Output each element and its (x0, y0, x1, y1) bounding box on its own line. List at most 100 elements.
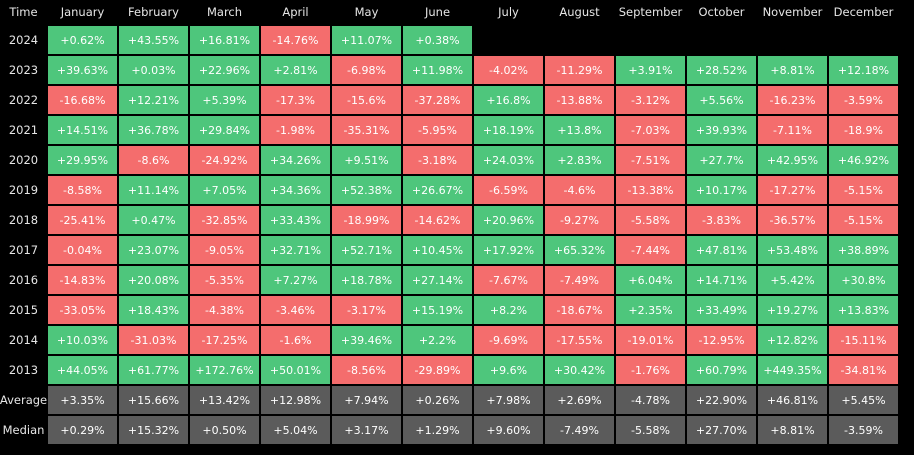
return-cell: -33.05% (48, 296, 117, 324)
return-cell: +8.81% (758, 416, 827, 444)
return-cell: +44.05% (48, 356, 117, 384)
return-cell: -3.83% (687, 206, 756, 234)
return-cell: -1.98% (261, 116, 330, 144)
return-cell: +15.19% (403, 296, 472, 324)
return-cell: -13.88% (545, 86, 614, 114)
return-cell: +61.77% (119, 356, 188, 384)
return-cell: -5.15% (829, 176, 898, 204)
return-cell: -3.18% (403, 146, 472, 174)
return-cell: -9.05% (190, 236, 259, 264)
return-cell: +23.07% (119, 236, 188, 264)
return-cell: -25.41% (48, 206, 117, 234)
column-header: September (618, 5, 683, 19)
return-cell: -0.04% (48, 236, 117, 264)
return-cell: -7.49% (545, 266, 614, 294)
return-cell: -24.92% (190, 146, 259, 174)
return-cell: +1.29% (403, 416, 472, 444)
return-cell: -36.57% (758, 206, 827, 234)
return-cell: +7.27% (261, 266, 330, 294)
return-cell: +13.8% (545, 116, 614, 144)
return-cell: +0.47% (119, 206, 188, 234)
return-cell: -4.02% (474, 56, 543, 84)
row-label: 2016 (8, 273, 39, 287)
return-cell: +7.05% (190, 176, 259, 204)
return-cell: -7.49% (545, 416, 614, 444)
return-cell: -8.6% (119, 146, 188, 174)
return-cell: +0.29% (48, 416, 117, 444)
return-cell: -14.62% (403, 206, 472, 234)
return-cell: +17.92% (474, 236, 543, 264)
return-cell: +9.51% (332, 146, 401, 174)
return-cell: +39.46% (332, 326, 401, 354)
return-cell: -13.38% (616, 176, 685, 204)
row-label: 2020 (8, 153, 39, 167)
return-cell: +14.51% (48, 116, 117, 144)
return-cell: +46.81% (758, 386, 827, 414)
return-cell: +20.96% (474, 206, 543, 234)
return-cell: -3.17% (332, 296, 401, 324)
return-cell: +33.49% (687, 296, 756, 324)
return-cell: +36.78% (119, 116, 188, 144)
return-cell: +28.52% (687, 56, 756, 84)
return-cell: +39.93% (687, 116, 756, 144)
return-cell: +2.35% (616, 296, 685, 324)
column-header: July (498, 5, 519, 19)
return-cell: +27.14% (403, 266, 472, 294)
return-cell: +20.08% (119, 266, 188, 294)
return-cell: -5.58% (616, 416, 685, 444)
return-cell: -29.89% (403, 356, 472, 384)
return-cell: +2.83% (545, 146, 614, 174)
return-cell: -6.59% (474, 176, 543, 204)
return-cell: -6.98% (332, 56, 401, 84)
return-cell: +5.39% (190, 86, 259, 114)
return-cell: -5.15% (829, 206, 898, 234)
return-cell: -8.58% (48, 176, 117, 204)
return-cell: -3.46% (261, 296, 330, 324)
return-cell: -7.44% (616, 236, 685, 264)
return-cell: -4.78% (616, 386, 685, 414)
row-label: 2022 (8, 93, 39, 107)
column-header: June (424, 5, 451, 19)
column-header: March (206, 5, 243, 19)
return-cell: +22.96% (190, 56, 259, 84)
return-cell: +53.48% (758, 236, 827, 264)
return-cell: +16.8% (474, 86, 543, 114)
return-cell: -17.3% (261, 86, 330, 114)
return-cell: +0.50% (190, 416, 259, 444)
column-header: November (762, 5, 823, 19)
return-cell: -3.59% (829, 416, 898, 444)
return-cell: +16.81% (190, 26, 259, 54)
return-cell: +34.36% (261, 176, 330, 204)
return-cell: +7.94% (332, 386, 401, 414)
row-label: Average (0, 393, 48, 407)
return-cell: +27.70% (687, 416, 756, 444)
return-cell: +26.67% (403, 176, 472, 204)
return-cell: -11.29% (545, 56, 614, 84)
column-header: August (559, 5, 600, 19)
return-cell: +5.56% (687, 86, 756, 114)
return-cell: -17.55% (545, 326, 614, 354)
return-cell: -5.35% (190, 266, 259, 294)
return-cell: +47.81% (687, 236, 756, 264)
return-cell: +2.2% (403, 326, 472, 354)
return-cell: +50.01% (261, 356, 330, 384)
return-cell: +11.98% (403, 56, 472, 84)
return-cell: +3.35% (48, 386, 117, 414)
return-cell: +29.95% (48, 146, 117, 174)
return-cell: +39.63% (48, 56, 117, 84)
return-cell: -31.03% (119, 326, 188, 354)
return-cell: -18.67% (545, 296, 614, 324)
return-cell: +13.42% (190, 386, 259, 414)
return-cell: +12.98% (261, 386, 330, 414)
return-cell: +2.81% (261, 56, 330, 84)
return-cell: -16.23% (758, 86, 827, 114)
column-header: January (60, 5, 105, 19)
return-cell: +13.83% (829, 296, 898, 324)
return-cell: +0.26% (403, 386, 472, 414)
row-label: 2015 (8, 303, 39, 317)
return-cell: -14.76% (261, 26, 330, 54)
return-cell: -19.01% (616, 326, 685, 354)
return-cell: +24.03% (474, 146, 543, 174)
return-cell: +7.98% (474, 386, 543, 414)
